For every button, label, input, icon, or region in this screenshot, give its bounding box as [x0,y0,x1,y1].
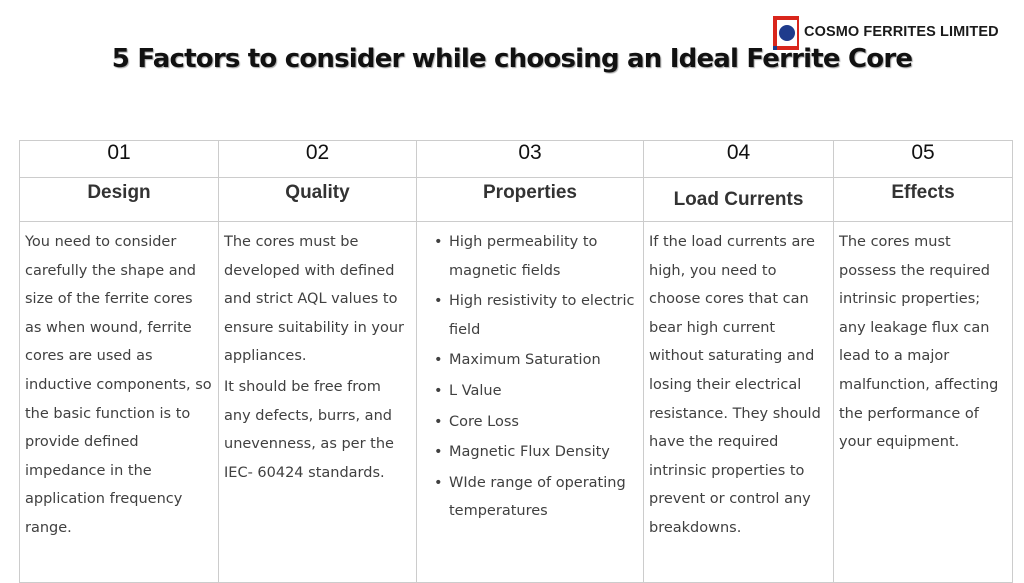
factor-heading-cell: Quality [218,177,417,222]
factor-heading-cell: Design [19,177,219,222]
factor-heading: Properties [483,182,577,203]
factor-number: 02 [218,140,417,178]
factor-heading-cell: Effects [833,177,1013,222]
body-paragraph: If the load currents are high, you need … [649,234,821,536]
list-item: • Core Loss [434,408,639,437]
brand-logo: COSMO FERRITES LIMITED [773,16,999,50]
body-paragraph: It should be free from any defects, burr… [224,378,394,481]
list-item: • Maximum Saturation [434,346,639,375]
bullet-icon: • [434,234,443,250]
list-item: • Magnetic Flux Density [434,438,639,467]
bullet-icon: • [434,382,443,399]
factor-heading: Effects [891,182,955,203]
factor-number: 05 [833,140,1013,178]
factor-heading-cell: Properties [416,177,644,222]
list-item: • High permeability to magnetic fields [434,228,639,285]
factor-number: 04 [643,140,834,178]
body-paragraph: You need to consider carefully the shape… [25,234,212,536]
body-row: You need to consider carefully the shape… [19,221,1013,583]
list-item-text: L Value [449,382,502,399]
body-paragraph: The cores must be developed with defined… [224,234,404,365]
list-item-text: Maximum Saturation [449,352,601,369]
list-item-text: WIde range of operating temperatures [449,474,626,520]
number-row: 01 02 03 04 05 [19,140,1013,178]
load-currents-body: If the load currents are high, you need … [643,221,834,583]
properties-list: • High permeability to magnetic fields • H… [417,222,643,526]
bullet-icon: • [434,293,443,310]
quality-body: The cores must be developed with defined… [218,221,417,583]
page-title: 5 Factors to consider while choosing an … [111,44,913,74]
list-item: • WIde range of operating temperatures [434,469,639,526]
cosmo-logo-icon [773,16,799,50]
list-item-text: Core Loss [449,413,519,430]
factor-heading-cell: Load Currents [643,177,834,222]
bullet-icon: • [434,352,443,369]
body-paragraph: The cores must possess the required intr… [839,234,999,451]
effects-body: The cores must possess the required intr… [833,221,1013,583]
list-item-text: High permeability to magnetic fields [449,234,598,279]
heading-row: Design Quality Properties Load Currents … [19,177,1013,222]
bullet-icon: • [434,413,443,430]
factor-number: 01 [19,140,219,178]
list-item: • High resistivity to electric field [434,287,639,344]
bullet-icon: • [434,474,443,491]
bullet-icon: • [434,444,443,461]
list-item-text: Magnetic Flux Density [449,444,610,461]
design-body: You need to consider carefully the shape… [19,221,219,583]
list-item: • L Value [434,377,639,406]
factors-table: 01 02 03 04 05 Design Quality Properties… [19,140,1013,583]
factor-heading: Design [87,182,151,203]
brand-name: COSMO FERRITES LIMITED [804,24,999,40]
list-item-text: High resistivity to electric field [449,293,635,338]
factor-heading: Quality [285,182,350,203]
properties-body: • High permeability to magnetic fields • H… [416,221,644,583]
factor-number: 03 [416,140,644,178]
factor-heading: Load Currents [673,189,804,210]
